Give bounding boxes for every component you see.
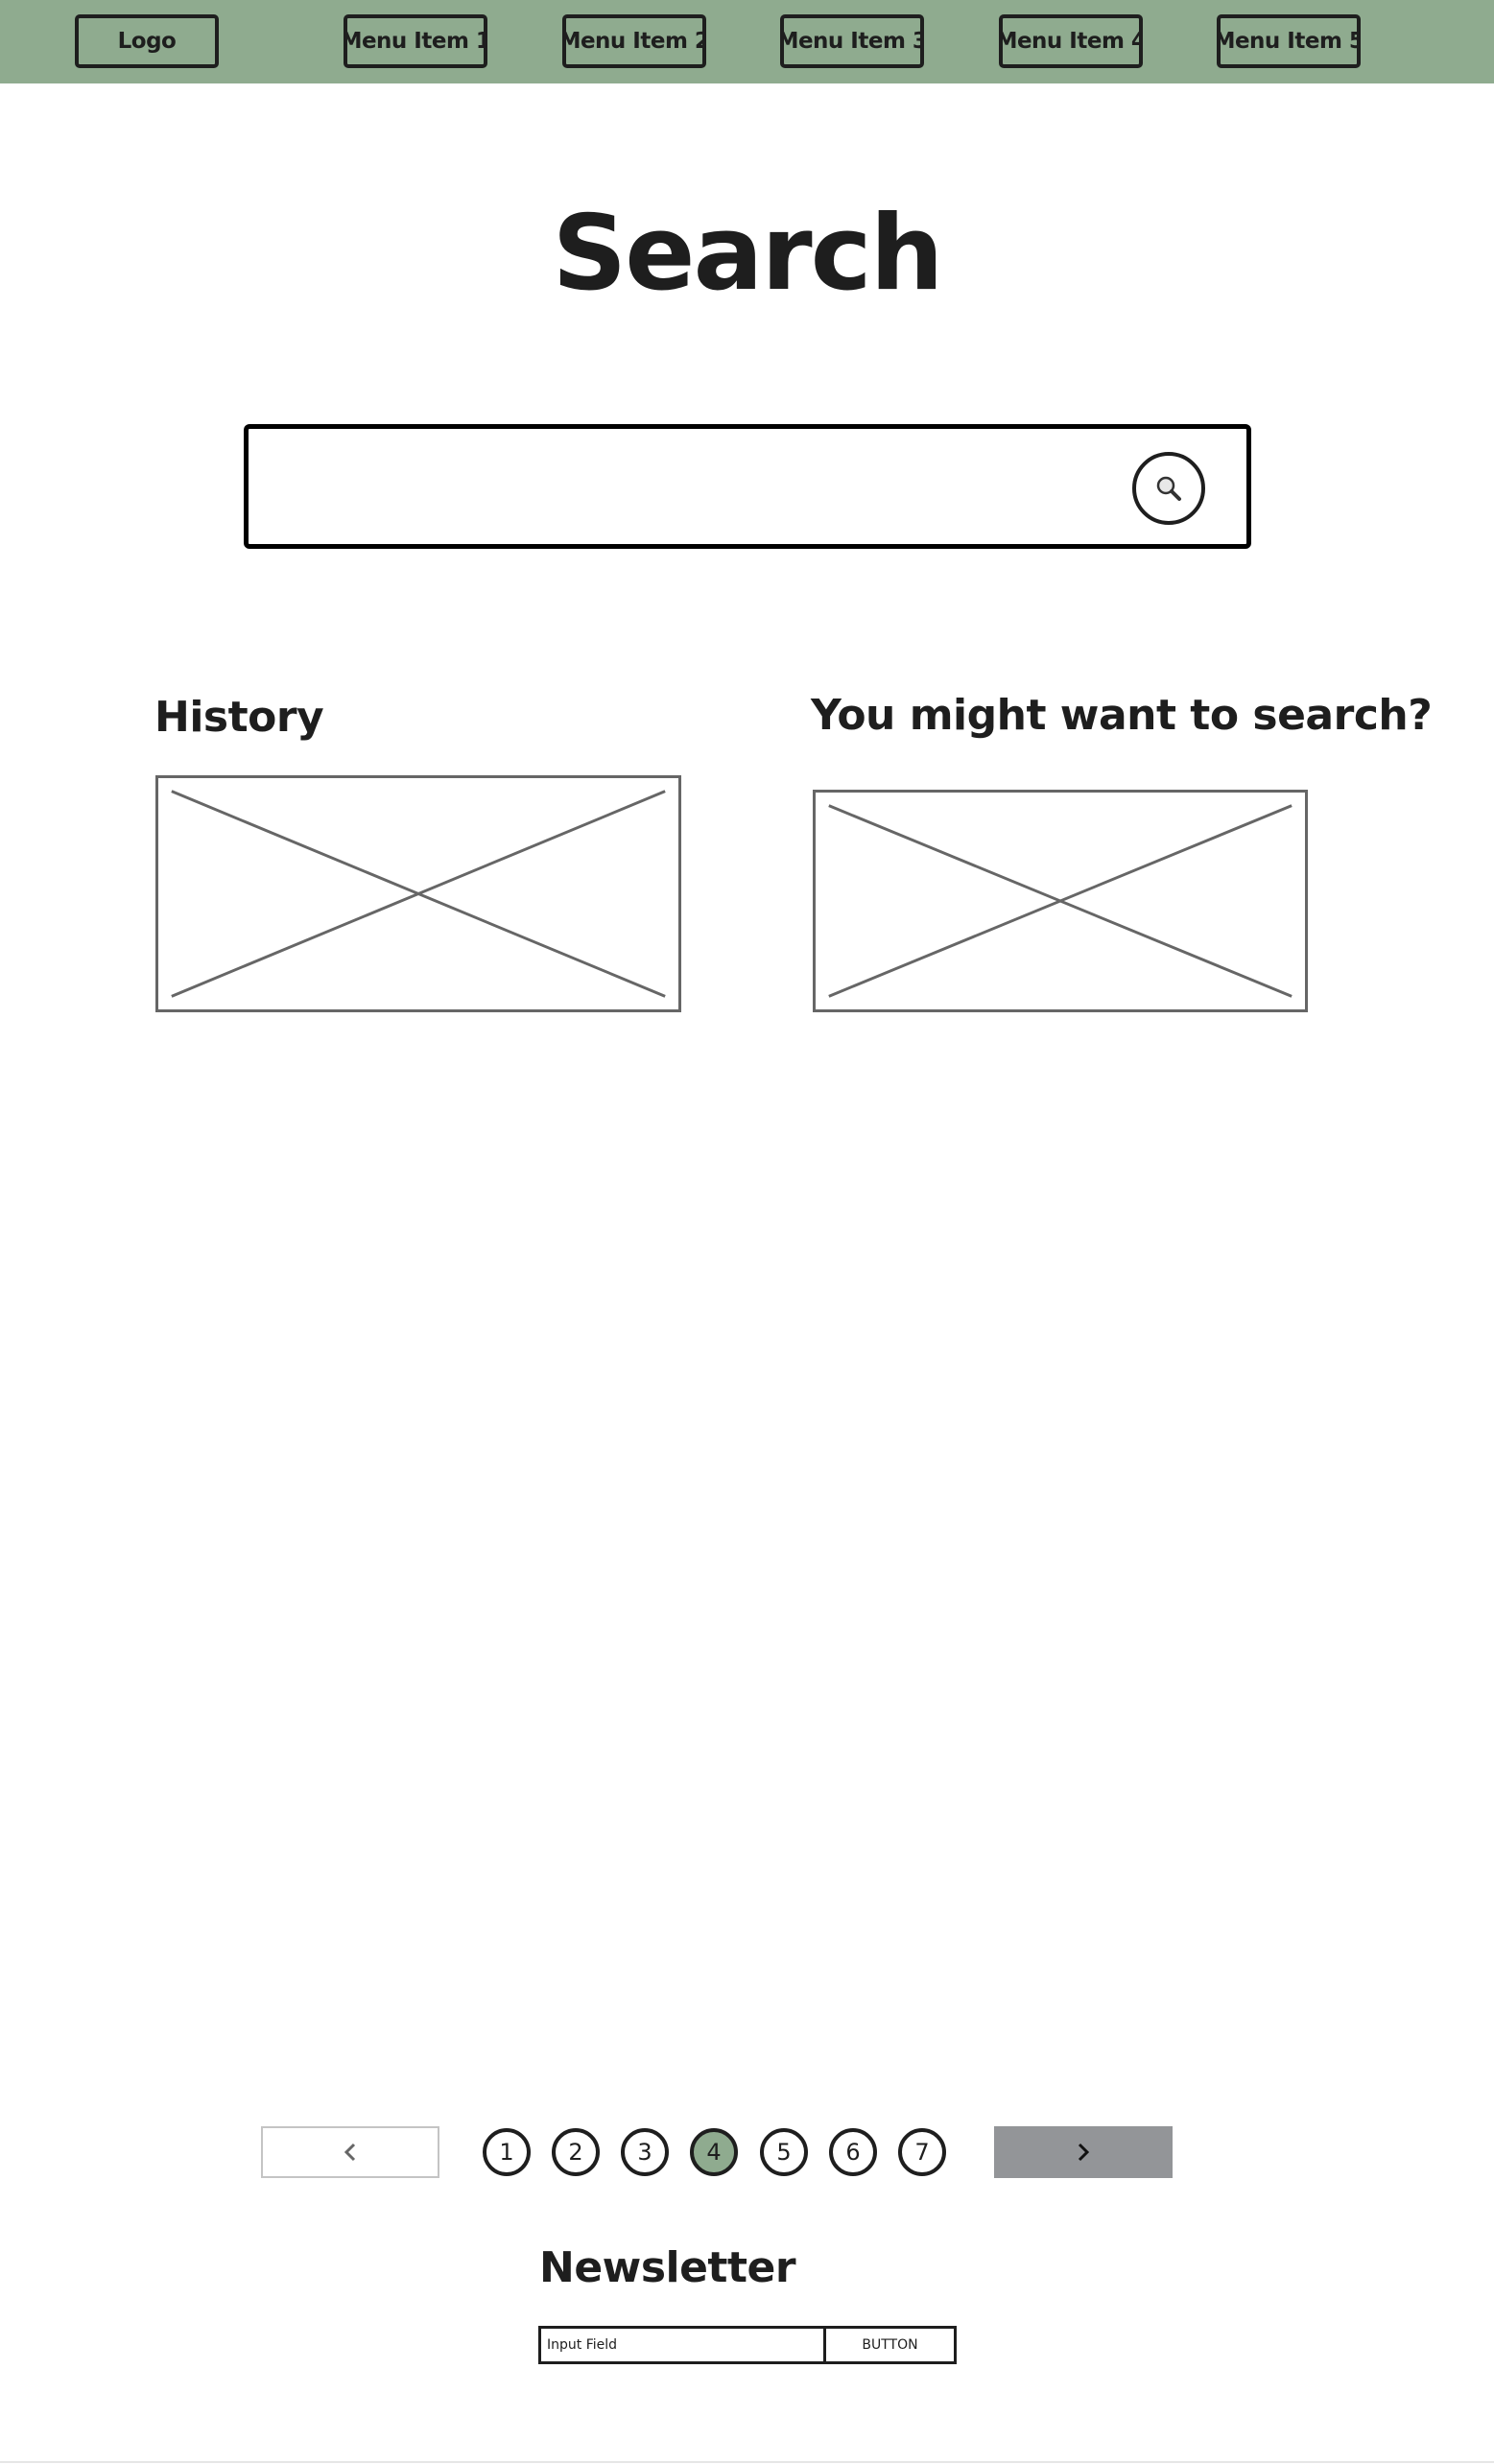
menu-item-5-button[interactable]: Menu Item 5 <box>1217 14 1361 68</box>
next-page-button[interactable] <box>994 2126 1173 2178</box>
page-number-3[interactable]: 3 <box>621 2128 669 2176</box>
menu-item-4-button[interactable]: Menu Item 4 <box>999 14 1143 68</box>
search-input[interactable] <box>268 448 1116 527</box>
search-button[interactable] <box>1132 452 1205 525</box>
chevron-left-icon <box>344 2143 356 2162</box>
newsletter-form: BUTTON <box>538 2326 957 2364</box>
page-number-4[interactable]: 4 <box>690 2128 738 2176</box>
newsletter-email-input[interactable] <box>541 2329 826 2361</box>
history-image-placeholder <box>155 775 681 1012</box>
page-number-2[interactable]: 2 <box>552 2128 600 2176</box>
menu-item-3-button[interactable]: Menu Item 3 <box>780 14 924 68</box>
image-placeholder-icon <box>828 804 1292 998</box>
top-navbar: Logo Menu Item 1 Menu Item 2 Menu Item 3… <box>0 0 1494 83</box>
newsletter-submit-button[interactable]: BUTTON <box>826 2329 954 2361</box>
newsletter-heading: Newsletter <box>539 2243 796 2292</box>
magnifier-icon <box>1156 476 1181 501</box>
suggestions-image-placeholder <box>813 790 1308 1012</box>
previous-page-button[interactable] <box>261 2126 439 2178</box>
page-title: Search <box>552 194 943 314</box>
suggestions-heading: You might want to search? <box>811 691 1433 740</box>
history-heading: History <box>154 693 324 742</box>
menu-item-2-button[interactable]: Menu Item 2 <box>562 14 706 68</box>
page-number-5[interactable]: 5 <box>760 2128 808 2176</box>
page-number-1[interactable]: 1 <box>483 2128 531 2176</box>
page-bottom-divider <box>0 2461 1494 2463</box>
page-number-7[interactable]: 7 <box>898 2128 946 2176</box>
page-number-6[interactable]: 6 <box>829 2128 877 2176</box>
menu-item-1-button[interactable]: Menu Item 1 <box>344 14 487 68</box>
logo-button[interactable]: Logo <box>75 14 219 68</box>
search-box <box>244 424 1251 549</box>
chevron-right-icon <box>1078 2143 1090 2162</box>
image-placeholder-icon <box>171 790 666 998</box>
